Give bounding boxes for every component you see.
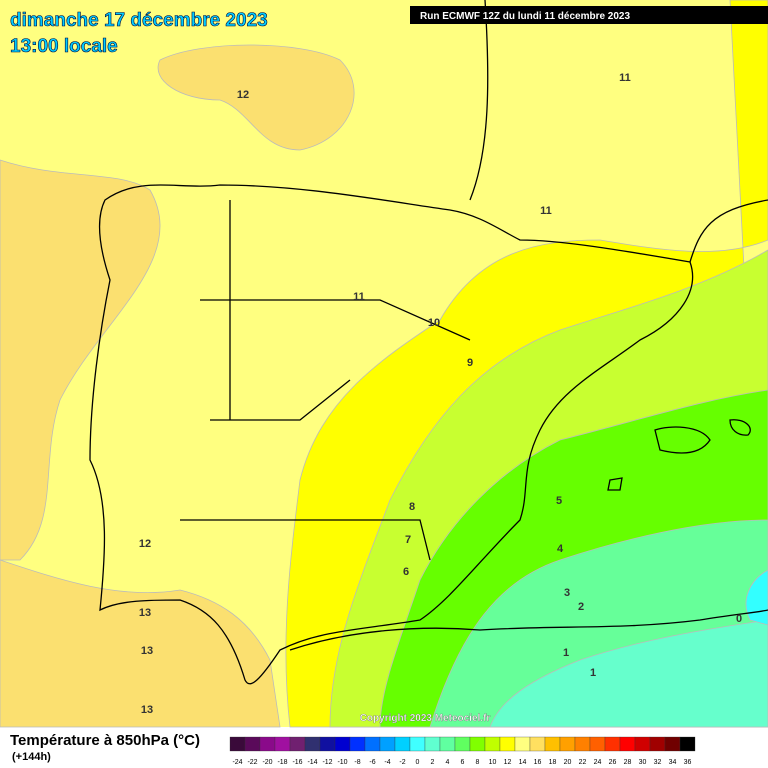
legend-swatch [589, 736, 606, 752]
legend-tick: 0 [416, 759, 420, 766]
coastlines [89, 0, 768, 685]
legend-tick: -12 [322, 759, 332, 766]
legend-tick: 30 [639, 759, 647, 766]
contour-label: 10 [428, 317, 440, 329]
legend-swatch [394, 736, 411, 752]
legend-swatch [574, 736, 591, 752]
contour-label: 9 [467, 357, 473, 369]
contour-label: 6 [403, 566, 409, 578]
legend-swatch [259, 736, 276, 752]
legend-tick: 2 [431, 759, 435, 766]
legend-swatch [529, 736, 546, 752]
subtitle: 13:00 locale [10, 36, 118, 57]
legend-swatch [514, 736, 531, 752]
legend-swatch [484, 736, 501, 752]
legend-tick: -18 [277, 759, 287, 766]
legend-swatch [634, 736, 651, 752]
legend-tick: 22 [579, 759, 587, 766]
legend: -24 -22 -20 -18 -16 -14 -12 -10 -8 -6 -4 -2 0 2 4 6 8 10 1… [229, 736, 696, 766]
legend-tick: -14 [307, 759, 317, 766]
legend-tick: -22 [247, 759, 257, 766]
legend-swatch [454, 736, 471, 752]
legend-title: Température à 850hPa (°C) [10, 732, 200, 749]
legend-swatch [364, 736, 381, 752]
run-box [410, 6, 768, 24]
legend-tick: 6 [461, 759, 465, 766]
contour-label: 13 [141, 704, 153, 716]
contour-label: 13 [139, 607, 151, 619]
legend-tick: 8 [476, 759, 480, 766]
title: dimanche 17 décembre 2023 [10, 10, 268, 31]
contour-label: 8 [409, 501, 415, 513]
legend-tick: 26 [609, 759, 617, 766]
legend-tick: 10 [489, 759, 497, 766]
legend-tick: 32 [654, 759, 662, 766]
legend-tick: 28 [624, 759, 632, 766]
contour-label: 11 [540, 205, 552, 217]
legend-tick: 18 [549, 759, 557, 766]
legend-tick: -8 [354, 759, 360, 766]
legend-tick: 24 [594, 759, 602, 766]
legend-swatch [679, 736, 696, 752]
contour-label: 11 [353, 291, 365, 303]
legend-subtitle: (+144h) [12, 751, 51, 763]
legend-swatch [619, 736, 636, 752]
legend-swatch [424, 736, 441, 752]
legend-swatch [649, 736, 666, 752]
legend-tick: -24 [232, 759, 242, 766]
legend-tick: 14 [519, 759, 527, 766]
contour-label: 1 [590, 667, 596, 679]
legend-tick: 36 [684, 759, 692, 766]
legend-swatch [349, 736, 366, 752]
contour-label: 4 [557, 543, 564, 555]
legend-tick: -10 [337, 759, 347, 766]
legend-tick: -4 [384, 759, 390, 766]
legend-swatch [559, 736, 576, 752]
legend-swatch [379, 736, 396, 752]
legend-tick: 4 [446, 759, 450, 766]
legend-swatch [664, 736, 681, 752]
contour-label: 2 [578, 601, 584, 613]
run-info: Run ECMWF 12Z du lundi 11 décembre 2023 [420, 11, 630, 22]
contour-label: 1 [563, 647, 569, 659]
contour-label: 5 [556, 495, 562, 507]
contour-label: 11 [619, 72, 631, 84]
legend-swatch [289, 736, 306, 752]
legend-swatch [604, 736, 621, 752]
legend-swatch [544, 736, 561, 752]
legend-swatch [274, 736, 291, 752]
legend-swatch [334, 736, 351, 752]
contour-label: 12 [237, 89, 249, 101]
contour-label: 0 [736, 613, 742, 625]
legend-tick: -20 [262, 759, 272, 766]
legend-tick: -16 [292, 759, 302, 766]
contour-label: 12 [139, 538, 151, 550]
legend-tick: 34 [669, 759, 677, 766]
legend-swatch [229, 736, 246, 752]
legend-swatch [439, 736, 456, 752]
contour-label: 13 [141, 645, 153, 657]
legend-tick: 20 [564, 759, 572, 766]
legend-swatch [244, 736, 261, 752]
legend-tick: 12 [504, 759, 512, 766]
legend-tick: 16 [534, 759, 542, 766]
contour-label: 3 [564, 587, 570, 599]
copyright: Copyright 2023 Meteociel.fr [360, 713, 491, 724]
legend-swatch [304, 736, 321, 752]
legend-swatch [319, 736, 336, 752]
legend-swatch [409, 736, 426, 752]
contour-label: 7 [405, 534, 411, 546]
legend-tick: -6 [369, 759, 375, 766]
legend-tick: -2 [399, 759, 405, 766]
legend-swatch [499, 736, 516, 752]
legend-swatch [469, 736, 486, 752]
